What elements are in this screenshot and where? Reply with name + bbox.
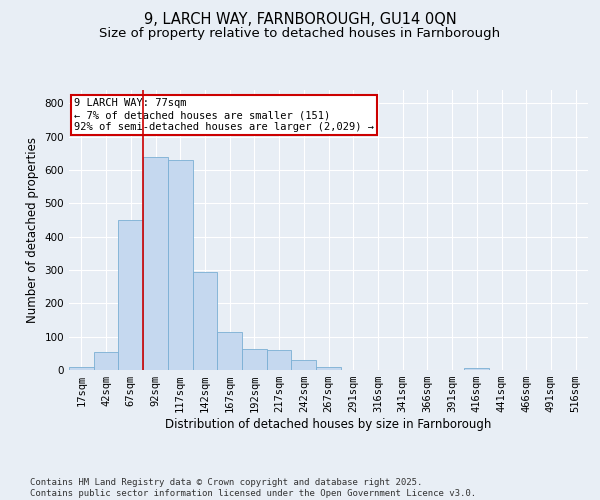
Text: Size of property relative to detached houses in Farnborough: Size of property relative to detached ho… bbox=[100, 28, 500, 40]
Bar bbox=[292, 360, 316, 370]
Text: 9 LARCH WAY: 77sqm
← 7% of detached houses are smaller (151)
92% of semi-detache: 9 LARCH WAY: 77sqm ← 7% of detached hous… bbox=[74, 98, 374, 132]
Bar bbox=[267, 350, 292, 370]
Text: 9, LARCH WAY, FARNBOROUGH, GU14 0QN: 9, LARCH WAY, FARNBOROUGH, GU14 0QN bbox=[143, 12, 457, 28]
Text: Contains HM Land Registry data © Crown copyright and database right 2025.
Contai: Contains HM Land Registry data © Crown c… bbox=[30, 478, 476, 498]
Bar bbox=[94, 352, 118, 370]
Bar bbox=[316, 368, 341, 370]
Bar bbox=[217, 332, 242, 370]
Bar bbox=[143, 156, 168, 370]
Bar bbox=[464, 368, 489, 370]
X-axis label: Distribution of detached houses by size in Farnborough: Distribution of detached houses by size … bbox=[166, 418, 491, 431]
Bar bbox=[168, 160, 193, 370]
Bar bbox=[193, 272, 217, 370]
Bar bbox=[118, 220, 143, 370]
Bar bbox=[69, 368, 94, 370]
Bar bbox=[242, 350, 267, 370]
Y-axis label: Number of detached properties: Number of detached properties bbox=[26, 137, 39, 323]
